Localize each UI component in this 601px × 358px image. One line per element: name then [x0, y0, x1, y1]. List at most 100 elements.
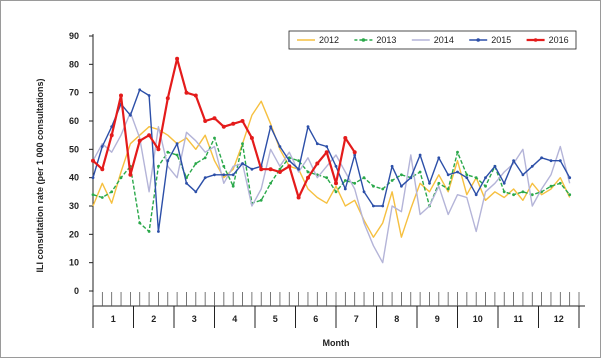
data-point-2013 [157, 164, 160, 168]
data-point-2013 [213, 136, 216, 140]
data-point-2015 [390, 164, 394, 168]
data-point-2015 [166, 159, 170, 163]
data-point-2016 [165, 96, 170, 101]
series-layer [91, 56, 572, 264]
data-point-2016 [259, 167, 264, 172]
data-point-2015 [213, 173, 216, 177]
data-point-2016 [324, 150, 329, 155]
data-point-2013 [512, 193, 515, 197]
data-point-2013 [203, 156, 207, 160]
data-point-2016 [306, 175, 310, 180]
data-point-2016 [184, 90, 189, 95]
data-point-2015 [521, 173, 525, 177]
data-point-2015 [325, 145, 329, 148]
data-point-2016 [147, 133, 152, 138]
data-point-2013 [446, 187, 450, 191]
data-point-2015 [437, 156, 441, 160]
x-tick-label: 8 [394, 314, 399, 324]
x-tick-label: 5 [273, 314, 278, 324]
series-2016 [91, 56, 357, 200]
data-point-2013 [362, 176, 366, 180]
data-point-2013 [147, 230, 151, 233]
data-point-2013 [91, 193, 95, 197]
chart-legend: 2012 2013 2014 2015 2016 [288, 30, 577, 50]
data-point-2015 [250, 167, 254, 171]
data-point-2015 [446, 173, 450, 177]
x-tick-label: 3 [192, 314, 197, 324]
data-point-2016 [193, 93, 198, 98]
data-point-2015 [269, 125, 272, 129]
data-point-2016 [315, 161, 320, 166]
data-point-2016 [203, 119, 208, 123]
data-point-2015 [343, 187, 347, 191]
chart-axes [92, 34, 585, 319]
data-point-2016 [156, 147, 161, 152]
series-2014 [92, 111, 571, 264]
legend-marker-2013 [361, 38, 366, 42]
x-tick-label: 10 [473, 314, 483, 324]
data-point-2015 [381, 204, 385, 208]
y-tick-label: 90 [69, 31, 79, 41]
series-line-2014 [92, 111, 571, 264]
series-line-2015 [92, 89, 571, 233]
y-tick-label: 40 [69, 173, 79, 183]
data-point-2015 [129, 113, 132, 117]
data-point-2015 [353, 153, 357, 157]
data-point-2015 [194, 190, 198, 194]
y-axis-title: ILI consultation rate (per 1 000 consult… [35, 78, 45, 272]
data-point-2015 [297, 167, 300, 171]
data-point-2013 [484, 184, 487, 188]
data-point-2013 [325, 176, 329, 180]
data-point-2013 [166, 150, 170, 154]
data-point-2016 [100, 167, 105, 172]
data-point-2015 [306, 125, 310, 129]
data-point-2015 [157, 230, 160, 233]
x-tick-label: 4 [232, 314, 237, 324]
data-point-2013 [530, 193, 534, 197]
data-point-2013 [259, 198, 263, 202]
data-point-2013 [222, 164, 226, 168]
y-tick-group: 0 10 20 30 40 50 60 70 80 90 [69, 31, 93, 296]
data-point-2013 [306, 170, 310, 174]
data-point-2016 [277, 170, 282, 174]
data-point-2015 [474, 193, 478, 197]
y-tick-label: 20 [69, 229, 79, 239]
data-point-2016 [249, 136, 254, 140]
data-point-2015 [372, 204, 375, 208]
x-tick-label: 1 [111, 314, 116, 324]
data-point-2015 [465, 176, 469, 180]
legend-label-2013: 2013 [376, 35, 396, 45]
data-point-2013 [278, 167, 282, 171]
x-tick-label: 9 [435, 314, 440, 324]
data-point-2015 [100, 145, 104, 148]
data-point-2013 [194, 162, 198, 165]
data-point-2015 [175, 142, 179, 146]
legend-marker-2016 [533, 38, 538, 42]
data-point-2015 [138, 88, 142, 92]
series-line-2012 [92, 100, 571, 238]
y-tick-label: 70 [69, 88, 79, 98]
data-point-2015 [549, 159, 553, 163]
data-point-2015 [203, 176, 207, 180]
data-point-2013 [400, 173, 403, 177]
y-tick-label: 30 [69, 201, 79, 211]
data-point-2015 [287, 159, 291, 163]
data-point-2013 [474, 176, 478, 180]
data-point-2016 [231, 121, 236, 126]
data-point-2015 [409, 176, 413, 180]
data-point-2015 [241, 162, 244, 165]
x-tick-label: 11 [513, 314, 523, 324]
data-point-2013 [297, 159, 300, 163]
data-point-2016 [343, 136, 348, 140]
data-point-2015 [231, 173, 235, 177]
data-point-2013 [521, 190, 525, 194]
legend-marker-2015 [476, 38, 481, 42]
data-point-2016 [128, 172, 133, 177]
data-point-2015 [147, 94, 151, 97]
data-point-2013 [558, 181, 562, 185]
data-point-2015 [91, 176, 95, 180]
data-point-2013 [100, 196, 104, 199]
data-point-2016 [212, 116, 217, 121]
data-point-2013 [465, 173, 469, 177]
data-point-2013 [502, 190, 506, 194]
